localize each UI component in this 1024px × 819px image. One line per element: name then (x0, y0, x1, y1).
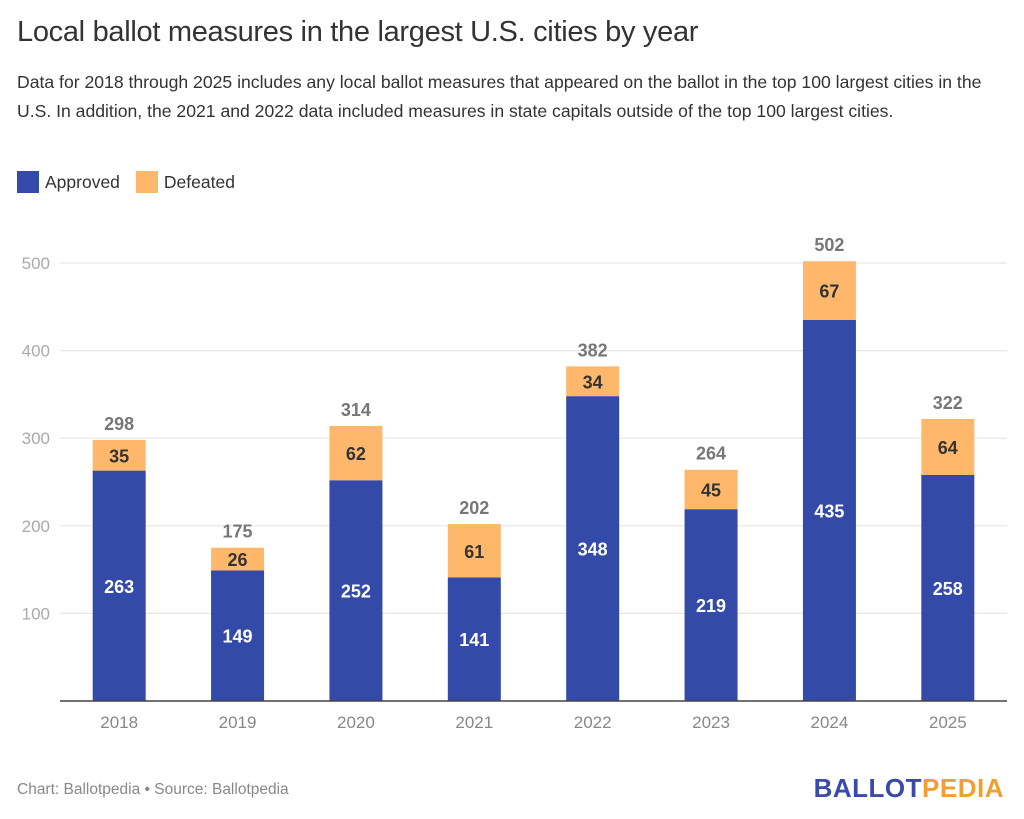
x-tick-label-2021: 2021 (455, 713, 493, 732)
data-label-approved-2019: 149 (223, 627, 253, 647)
bar-approved-2025 (921, 474, 975, 701)
bar-defeated-2024 (802, 261, 856, 320)
chart-subtitle: Data for 2018 through 2025 includes any … (17, 72, 982, 121)
total-label-2018: 298 (104, 414, 134, 434)
bar-approved-2024 (802, 319, 856, 701)
bar-approved-2023 (684, 509, 738, 701)
y-tick-label-100: 100 (22, 604, 50, 623)
bar-defeated-2019 (211, 547, 265, 571)
y-tick-label-500: 500 (22, 254, 50, 273)
bar-defeated-2018 (92, 439, 146, 471)
y-tick-label-400: 400 (22, 342, 50, 361)
total-label-2020: 314 (341, 400, 371, 420)
total-label-2021: 202 (459, 498, 489, 518)
total-label-2019: 175 (223, 522, 253, 542)
data-label-defeated-2021: 61 (464, 542, 484, 562)
bar-defeated-2025 (921, 418, 975, 475)
x-tick-label-2024: 2024 (811, 713, 849, 732)
data-label-approved-2020: 252 (341, 582, 371, 602)
data-label-approved-2023: 219 (696, 596, 726, 616)
x-tick-label-2022: 2022 (574, 713, 612, 732)
data-label-defeated-2023: 45 (701, 480, 721, 500)
bar-defeated-2023 (684, 469, 738, 510)
bar-defeated-2021 (447, 524, 501, 578)
total-label-2024: 502 (814, 235, 844, 255)
gridlines (60, 262, 1007, 615)
bar-approved-2018 (92, 470, 146, 701)
x-tick-label-2023: 2023 (692, 713, 730, 732)
y-tick-label-200: 200 (22, 517, 50, 536)
bar-defeated-2022 (566, 366, 620, 397)
y-axis-ticks: 100 200 300 400 500 (22, 254, 50, 623)
data-label-defeated-2022: 34 (583, 372, 603, 392)
data-label-defeated-2025: 64 (938, 438, 958, 458)
chart-credit: Chart: Ballotpedia • Source: Ballotpedia (17, 781, 289, 798)
data-label-defeated-2024: 67 (819, 282, 839, 302)
data-label-defeated-2019: 26 (228, 550, 248, 570)
data-label-approved-2022: 348 (578, 540, 608, 560)
data-label-defeated-2018: 35 (109, 446, 129, 466)
legend-item-approved: Approved (17, 171, 120, 193)
data-label-approved-2024: 435 (814, 501, 844, 521)
legend-label-defeated: Defeated (163, 171, 235, 192)
legend: Approved Defeated (17, 171, 251, 193)
data-labels: 263 35 298 149 26 175 252 62 314 141 61 202 348 34 382… (104, 235, 963, 650)
bar-approved-2019 (211, 570, 265, 701)
data-label-approved-2025: 258 (933, 579, 963, 599)
x-axis-ticks: 2018 2019 2020 2021 2022 2023 2024 2025 (100, 713, 966, 732)
ballotpedia-logo: BALLOTPEDIA (814, 773, 1004, 804)
total-label-2025: 322 (933, 393, 963, 413)
bar-approved-2020 (329, 480, 383, 701)
x-tick-label-2025: 2025 (929, 713, 967, 732)
logo-part-pedia: PEDIA (922, 773, 1004, 803)
legend-swatch-approved (17, 171, 39, 193)
bar-approved-2021 (447, 577, 501, 701)
bars (92, 261, 975, 701)
data-label-approved-2018: 263 (104, 577, 134, 597)
bar-approved-2022 (566, 396, 620, 701)
x-tick-label-2019: 2019 (219, 713, 257, 732)
logo-part-ballot: BALLOT (813, 773, 923, 803)
bar-defeated-2020 (329, 425, 383, 481)
data-label-defeated-2020: 62 (346, 444, 366, 464)
legend-item-defeated: Defeated (135, 171, 235, 193)
y-tick-label-300: 300 (22, 429, 50, 448)
legend-label-approved: Approved (45, 171, 120, 192)
x-tick-label-2018: 2018 (100, 713, 138, 732)
total-label-2022: 382 (578, 340, 608, 360)
total-label-2023: 264 (696, 444, 726, 464)
x-tick-label-2020: 2020 (337, 713, 375, 732)
data-label-approved-2021: 141 (459, 630, 489, 650)
legend-swatch-defeated (135, 171, 158, 193)
chart-title: Local ballot measures in the largest U.S… (17, 16, 699, 48)
